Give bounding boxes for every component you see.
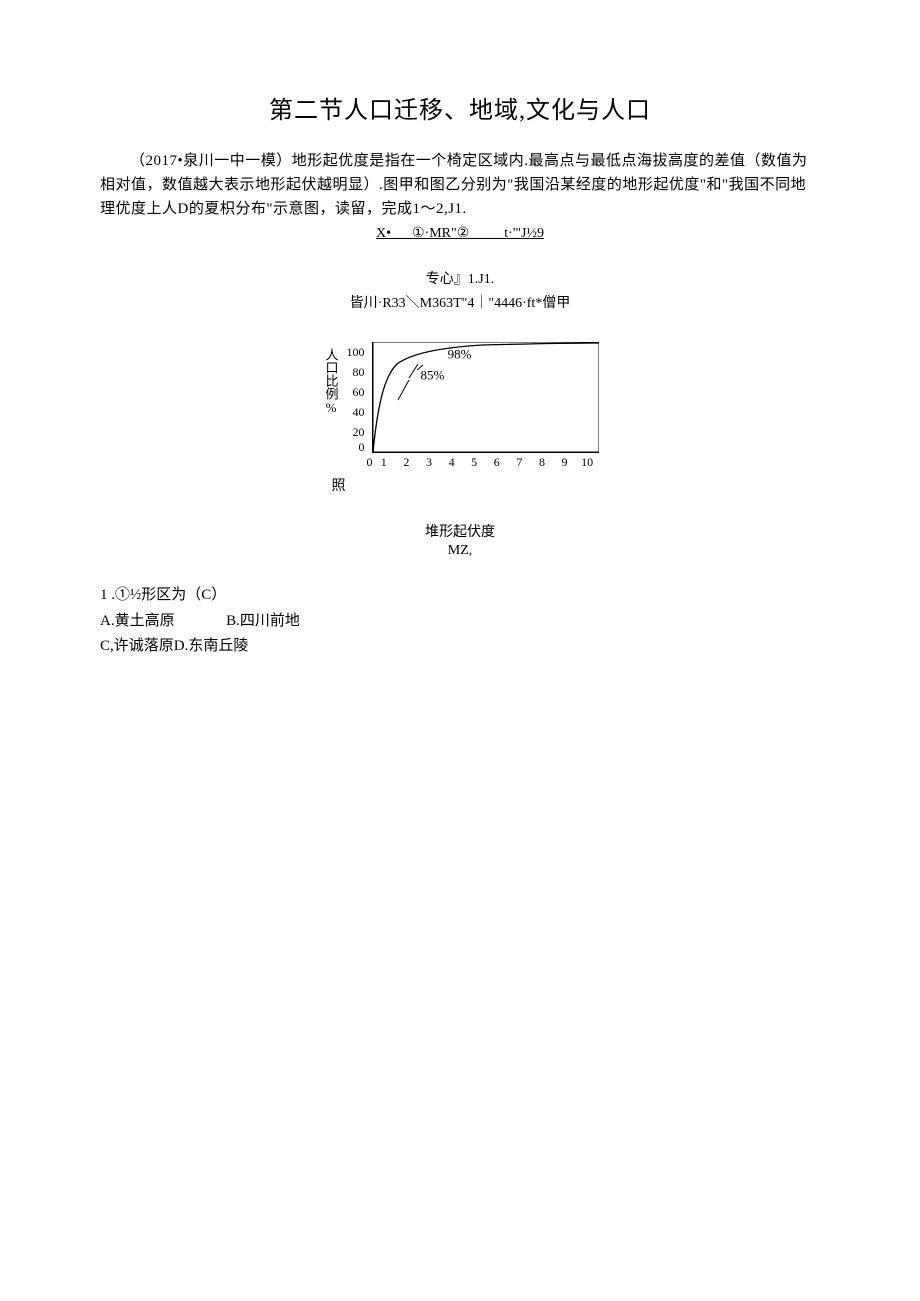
- xtick: 7: [508, 455, 531, 470]
- xtick: 2: [395, 455, 418, 470]
- chart-left-label: 照: [332, 475, 599, 495]
- chart-y-scale: 100 80 60 40 20 0: [347, 342, 368, 452]
- chart-container: 人口比例% 100 80 60 40 20 0 98% 85%: [100, 342, 820, 495]
- xtick: 10: [576, 455, 599, 470]
- option-c: C,许诚落原: [100, 634, 174, 660]
- garbled-a-left: X•: [376, 226, 391, 241]
- option-b: B.四川前地: [226, 609, 300, 635]
- chart-curve: [373, 343, 599, 452]
- intro-paragraph: （2017•泉川一中一模）地形起优度是指在一个椅定区域内.最高点与最低点海拔高度…: [100, 149, 820, 221]
- chart-tickmarks: [398, 364, 423, 400]
- xtick: 9: [553, 455, 576, 470]
- question-stem: 1 .①½形区为（C）: [100, 583, 820, 609]
- chart-axes: 98% 85% 0 1 2 3 4 5 6 7 8 9 10: [372, 342, 599, 453]
- option-a: A.黄土高原: [100, 609, 175, 635]
- garbled-line-c: 皆川·R33＼M363T"4｜"4446·ft*僧甲: [100, 292, 820, 312]
- garbled-line-b: 专心』1.J1.: [100, 268, 820, 288]
- chart-svg: 98% 85%: [373, 342, 599, 452]
- garbled-a-mid: ①·MR"②: [412, 226, 469, 241]
- ytick: 80: [347, 362, 368, 382]
- xtick: 1: [373, 455, 396, 470]
- page-title: 第二节人口迁移、地域,文化与人口: [100, 90, 820, 125]
- chart-x-scale: 1 2 3 4 5 6 7 8 9 10: [373, 455, 599, 470]
- ytick: 40: [347, 402, 368, 422]
- option-d: D.东南丘陵: [174, 634, 249, 660]
- chart-bottom-label-2: MZ,: [100, 543, 820, 559]
- chart-bottom-label-1: 堆形起伏度: [100, 521, 820, 541]
- garbled-a-right: t·'"J½9: [504, 226, 544, 241]
- xtick: 3: [418, 455, 441, 470]
- question-block: 1 .①½形区为（C） A.黄土高原 B.四川前地 C,许诚落原D.东南丘陵: [100, 583, 820, 660]
- chart-annotation: 98%: [447, 346, 471, 361]
- ytick: 60: [347, 382, 368, 402]
- ytick: 20: [347, 422, 368, 442]
- xtick: 6: [485, 455, 508, 470]
- chart-y-label: 人口比例%: [322, 348, 341, 415]
- xtick: 5: [463, 455, 486, 470]
- xtick: 8: [531, 455, 554, 470]
- ytick: 100: [347, 342, 368, 362]
- garbled-line-a: X• ①·MR"② t·'"J½9: [100, 225, 820, 242]
- chart-annotation: 85%: [420, 367, 444, 382]
- xtick: 4: [440, 455, 463, 470]
- ytick: 0: [347, 442, 368, 452]
